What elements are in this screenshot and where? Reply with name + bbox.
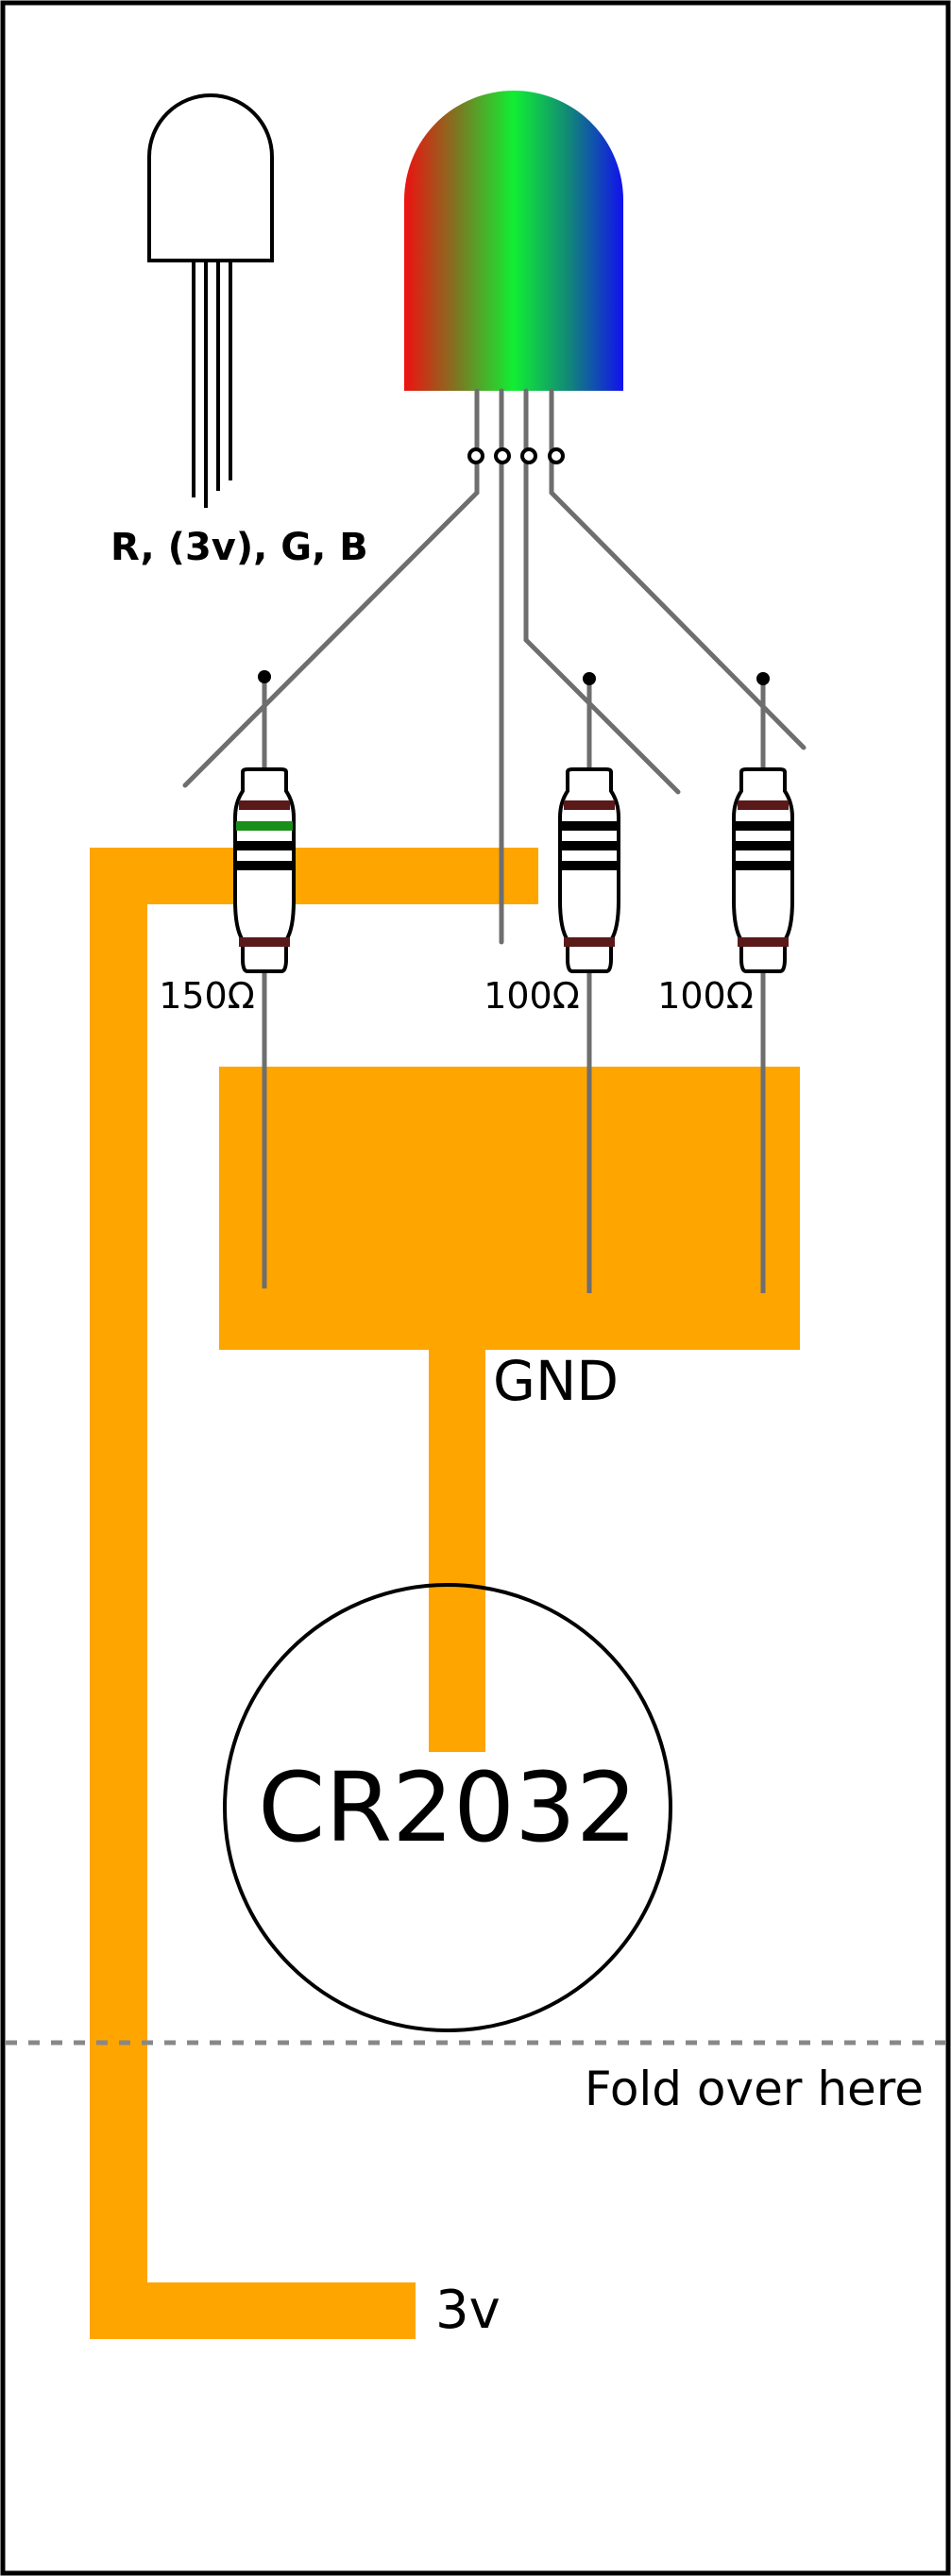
resistor-lead-dot [258, 670, 271, 683]
resistor-band [738, 937, 789, 947]
resistor-band [561, 841, 618, 850]
led-outline-icon [147, 93, 274, 262]
resistor-lead-dot [756, 672, 770, 685]
resistor-band [239, 800, 290, 810]
resistor-bands [236, 800, 293, 947]
resistor-band [239, 937, 290, 947]
fold-label: Fold over here [585, 2062, 924, 2116]
resistor-band [735, 861, 791, 870]
resistor-band [564, 937, 615, 947]
resistor-band [236, 821, 293, 831]
resistor-band [561, 861, 618, 870]
resistor-1: 150Ω [159, 670, 296, 1288]
led-pin-holes [467, 447, 565, 464]
resistor-bands [735, 800, 791, 947]
resistor-bands [561, 800, 618, 947]
copper-tape-3v [90, 848, 538, 2339]
led-leads [182, 388, 807, 945]
copper-tape-gnd [219, 1067, 800, 1752]
resistor-band [738, 800, 789, 810]
resistor-band [236, 861, 293, 870]
resistor-group: 150Ω 100Ω 100Ω [159, 670, 794, 1293]
resistor-lead-dot [583, 672, 596, 685]
resistor-3: 100Ω [657, 672, 794, 1293]
led-reference-pins [192, 261, 232, 508]
battery-label: CR2032 [258, 1752, 637, 1864]
resistor-band [735, 841, 791, 850]
led-pinout-reference: R, (3v), G, B [110, 93, 368, 569]
rgb-led [182, 91, 807, 945]
led-pin-label: R, (3v), G, B [110, 526, 368, 569]
resistor-band [564, 800, 615, 810]
resistor-value-label: 100Ω [657, 975, 754, 1017]
rgb-led-body-icon [404, 91, 623, 391]
gnd-label: GND [493, 1349, 619, 1413]
resistor-value-label: 100Ω [484, 975, 580, 1017]
battery-outline [223, 1583, 672, 2032]
resistor-band [561, 821, 618, 831]
resistor-value-label: 150Ω [159, 975, 255, 1017]
resistor-band [735, 821, 791, 831]
resistor-band [236, 841, 293, 850]
vcc-label: 3v [435, 2280, 501, 2341]
resistor-2: 100Ω [484, 672, 620, 1293]
